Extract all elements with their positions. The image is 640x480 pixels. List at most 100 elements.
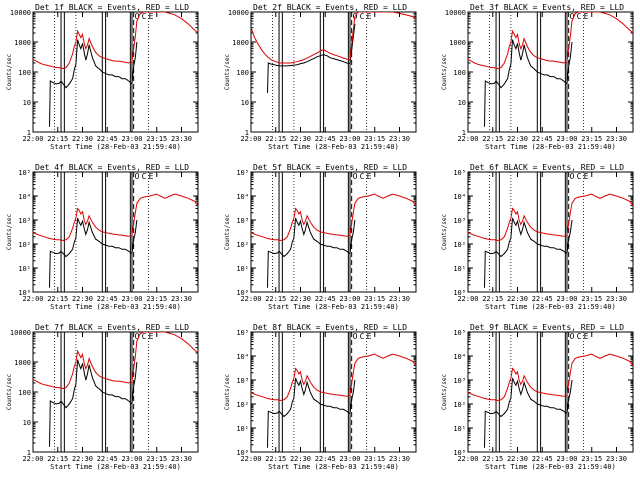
series-events-line (484, 39, 573, 127)
x-tick-label: 23:15 (581, 295, 602, 303)
x-tick-label: 22:15 (482, 295, 503, 303)
x-tick-label: 22:45 (315, 135, 336, 143)
x-tick-label: 23:00 (121, 455, 142, 463)
y-tick-label: 10¹ (453, 425, 466, 433)
y-tick-label: 10⁵ (18, 169, 31, 177)
y-tick-label: 10¹ (236, 265, 249, 273)
y-tick-label: 10 (241, 99, 249, 107)
chart-title: Det 4f BLACK = Events, RED = LLD (35, 163, 189, 172)
x-tick-label: 22:30 (72, 295, 93, 303)
x-tick-label: 22:00 (457, 295, 478, 303)
chart-title: Det 3f BLACK = Events, RED = LLD (470, 3, 624, 12)
event-label: O (353, 172, 358, 181)
event-label: C (577, 172, 582, 181)
chart-panel-9: Det 9f BLACK = Events, RED = LLD 10⁰ 10¹ 10… (441, 323, 634, 471)
x-tick-label: 22:00 (240, 135, 261, 143)
y-tick-label: 10000 (10, 329, 31, 337)
event-label: E (149, 332, 154, 341)
x-axis-title: Start Time (28-Feb-03 21:59:40) (485, 463, 616, 471)
plot-frame (250, 11, 417, 133)
event-label: C (360, 172, 365, 181)
y-tick-label: 1000 (14, 39, 31, 47)
x-tick-label: 23:30 (171, 135, 192, 143)
x-tick-label: 22:45 (532, 295, 553, 303)
x-tick-label: 23:30 (606, 295, 627, 303)
x-tick-label: 23:15 (146, 455, 167, 463)
y-axis-title: Counts/sec (441, 374, 448, 411)
x-axis-title: Start Time (28-Feb-03 21:59:40) (268, 143, 399, 151)
x-tick-label: 22:00 (457, 135, 478, 143)
y-tick-label: 10² (18, 241, 31, 249)
y-tick-label: 10 (23, 419, 31, 427)
series-lld-line (468, 193, 633, 242)
series-lld-line (251, 353, 416, 402)
x-tick-label: 22:30 (72, 135, 93, 143)
x-tick-label: 23:15 (581, 455, 602, 463)
x-tick-label: 22:45 (315, 455, 336, 463)
y-tick-label: 10³ (453, 377, 466, 385)
series-lld-line (468, 353, 633, 402)
x-tick-label: 23:00 (556, 295, 577, 303)
plot-frame (250, 171, 417, 293)
plot-frame (32, 171, 199, 293)
y-tick-label: 10² (236, 241, 249, 249)
series-lld-line (251, 193, 416, 242)
y-tick-label: 10⁴ (453, 353, 466, 361)
plot-frame (250, 331, 417, 453)
y-tick-label: 10⁵ (236, 169, 249, 177)
x-axis-title: Start Time (28-Feb-03 21:59:40) (50, 463, 181, 471)
event-label: C (360, 332, 365, 341)
plot-frame (467, 331, 634, 453)
x-tick-label: 23:30 (389, 295, 410, 303)
event-label: O (353, 332, 358, 341)
x-tick-label: 22:45 (97, 135, 118, 143)
y-tick-label: 10³ (236, 377, 249, 385)
y-axis-title: Counts/sec (6, 54, 13, 91)
x-tick-label: 22:15 (47, 455, 68, 463)
x-tick-label: 23:30 (171, 455, 192, 463)
x-tick-label: 23:30 (389, 455, 410, 463)
x-tick-label: 23:15 (364, 135, 385, 143)
y-axis-title: Counts/sec (224, 374, 231, 411)
y-tick-label: 1000 (14, 359, 31, 367)
series-lld-line (33, 332, 198, 390)
y-tick-label: 10⁰ (236, 289, 249, 297)
plot-frame (467, 171, 634, 293)
y-tick-label: 10² (236, 401, 249, 409)
x-tick-label: 22:15 (265, 295, 286, 303)
series-lld-line (33, 193, 198, 242)
chart-title: Det 6f BLACK = Events, RED = LLD (470, 163, 624, 172)
event-label: E (367, 12, 372, 21)
y-tick-label: 1000 (449, 39, 466, 47)
y-tick-label: 10⁴ (236, 353, 249, 361)
series-events-line (484, 377, 573, 448)
x-tick-label: 22:00 (457, 455, 478, 463)
chart-title: Det 5f BLACK = Events, RED = LLD (253, 163, 407, 172)
chart-title: Det 1f BLACK = Events, RED = LLD (35, 3, 189, 12)
chart-title: Det 2f BLACK = Events, RED = LLD (253, 3, 407, 12)
x-axis-title: Start Time (28-Feb-03 21:59:40) (50, 143, 181, 151)
x-tick-label: 23:00 (556, 455, 577, 463)
y-tick-label: 10⁰ (453, 449, 466, 457)
event-label: O (135, 172, 140, 181)
x-tick-label: 23:15 (146, 135, 167, 143)
event-label: E (584, 12, 589, 21)
event-label: E (367, 332, 372, 341)
x-tick-label: 23:00 (556, 135, 577, 143)
event-label: C (360, 12, 365, 21)
event-label: O (570, 12, 575, 21)
event-label: C (142, 12, 147, 21)
x-tick-label: 22:00 (240, 295, 261, 303)
chart-panel-3: Det 3f BLACK = Events, RED = LLD 1 10 100 10… (441, 3, 634, 151)
y-tick-label: 10¹ (453, 265, 466, 273)
event-label: O (135, 12, 140, 21)
x-tick-label: 23:00 (339, 295, 360, 303)
x-tick-label: 23:00 (121, 295, 142, 303)
y-tick-label: 1000 (232, 39, 249, 47)
chart-title: Det 7f BLACK = Events, RED = LLD (35, 323, 189, 332)
y-tick-label: 1 (462, 129, 466, 137)
x-tick-label: 22:30 (507, 455, 528, 463)
chart-panel-7: Det 7f BLACK = Events, RED = LLD 1 10 100 10… (6, 323, 199, 471)
y-tick-label: 10⁵ (453, 329, 466, 337)
